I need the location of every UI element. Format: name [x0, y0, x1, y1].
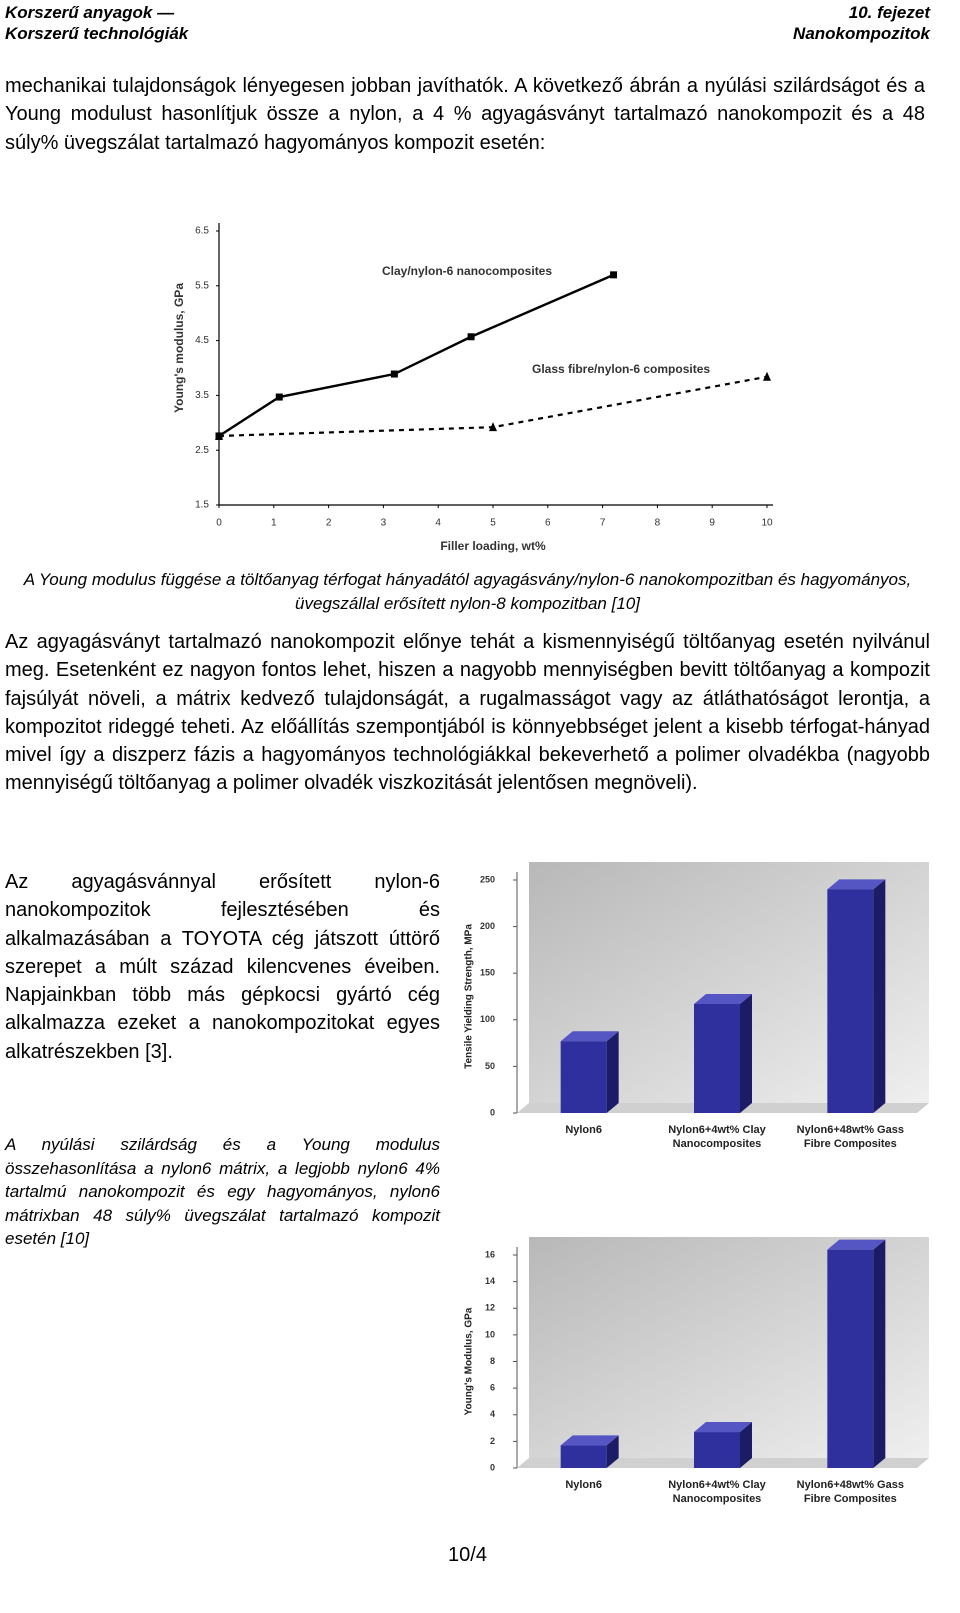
header-text: Nanokompozitok — [793, 24, 930, 43]
bar-side — [873, 1239, 886, 1468]
x-tick-label: 2 — [326, 518, 332, 529]
y-tick-label: 50 — [485, 1061, 495, 1071]
x-tick-label: 8 — [655, 518, 661, 529]
x-tick-label: 6 — [545, 518, 551, 529]
chart: 1.5 2.5 3.5 4.5 5.5 6.5 0 1 2 3 4 5 6 7 8 9 10 Filler loa… — [172, 223, 773, 553]
marker — [763, 371, 771, 381]
caption: A Young modulus függése a töltőanyag tér… — [23, 570, 912, 613]
bar — [560, 1445, 607, 1468]
series-line — [218, 273, 615, 437]
bar-top — [560, 1031, 619, 1042]
marker — [390, 370, 398, 378]
figure: 0 2 4 6 8 10 12 14 16 Young's Modulus, GPa Nylon6 N… — [455, 1212, 930, 1512]
marker — [489, 422, 497, 432]
bar-top — [694, 993, 752, 1004]
x-tick-label: 4 — [435, 518, 441, 529]
bar — [694, 1432, 740, 1468]
marker — [610, 271, 618, 279]
y-tick-label: 2 — [490, 1436, 495, 1446]
y-tick-label: 3.5 — [195, 390, 209, 401]
bar-side — [740, 1422, 752, 1468]
y-tick-label: 250 — [480, 874, 495, 884]
marker — [467, 333, 475, 341]
bar-side — [740, 993, 752, 1113]
header-text: Korszerű anyagok — — [5, 3, 175, 22]
x-tick-label: 3 — [381, 518, 387, 529]
marker — [275, 393, 283, 401]
y-tick-label: 14 — [485, 1276, 495, 1286]
y-tick-label: 6 — [490, 1383, 495, 1393]
x-tick-label: 10 — [761, 518, 773, 529]
x-tick-label: Nylon6+4wt% Clay Nanocomposites — [668, 1479, 766, 1505]
x-tick-label: 0 — [216, 518, 222, 529]
bar-side — [606, 1435, 619, 1468]
paragraph: Az agyagásvánnyal erősített nylon-6 nano… — [5, 871, 440, 1063]
bar-top — [827, 879, 886, 890]
y-tick-label: 8 — [490, 1356, 495, 1366]
marker — [215, 430, 223, 440]
bar-side — [606, 1031, 619, 1113]
y-axis-label: Young's modulus, GPa — [172, 283, 186, 413]
x-tick-label: 5 — [490, 518, 496, 529]
figure: 1.5 2.5 3.5 4.5 5.5 6.5 0 1 2 3 4 5 6 7 8 9 10 Filler loa… — [170, 200, 780, 560]
bar-top — [694, 1422, 752, 1433]
bar-top — [827, 1239, 886, 1250]
y-tick-label: 0 — [490, 1107, 495, 1117]
bar-top — [560, 1435, 619, 1446]
x-tick-label: Nylon6 — [565, 1479, 602, 1491]
x-tick-label: 7 — [600, 518, 606, 529]
y-tick-label: 150 — [480, 968, 495, 978]
chart: 0 50 100 150 200 250 Tensile Yielding Strength… — [464, 862, 929, 1117]
header-text: Korszerű technológiák — [5, 24, 189, 43]
y-tick-label: 12 — [485, 1303, 495, 1313]
y-tick-label: 4 — [490, 1409, 495, 1419]
x-tick-label: 1 — [271, 518, 277, 529]
chart: 0 2 4 6 8 10 12 14 16 Young's Modulus, GPa — [464, 1237, 929, 1472]
x-tick-label: 9 — [709, 518, 715, 529]
bar-side — [873, 879, 886, 1113]
bar — [560, 1041, 607, 1113]
x-tick-label: Nylon6+48wt% Gass Fibre Composites — [796, 1479, 904, 1505]
y-tick-label: 200 — [480, 921, 495, 931]
header-right: 10. fejezet Nanokompozitok — [793, 2, 930, 44]
header-text: 10. fejezet — [848, 3, 930, 22]
figure: 0 50 100 150 200 250 Tensile Yielding Strength… — [455, 860, 930, 1165]
x-axis-label: Filler loading, wt% — [440, 539, 546, 553]
bar — [827, 1249, 874, 1468]
bar — [827, 889, 874, 1113]
paragraph: mechanikai tulajdonságok lényegesen jobb… — [5, 75, 925, 154]
series-label: Clay/nylon-6 nanocomposites — [382, 264, 552, 278]
y-tick-label: 1.5 — [195, 500, 209, 511]
bar — [694, 1003, 740, 1113]
paragraph: Az agyagásványt tartalmazó nanokompozit … — [5, 631, 930, 795]
header-left: Korszerű anyagok — Korszerű technológiák — [5, 2, 188, 44]
series-label: Glass fibre/nylon-6 composites — [532, 362, 710, 376]
caption: A nyúlási szilárdság és a Young modulus … — [5, 1135, 440, 1248]
y-tick-label: 4.5 — [195, 335, 209, 346]
y-axis-label: Tensile Yielding Strength, MPa — [464, 924, 475, 1069]
y-tick-label: 0 — [490, 1462, 495, 1472]
y-tick-label: 6.5 — [195, 226, 209, 237]
x-tick-label: Nylon6+48wt% Gass Fibre Composites — [796, 1124, 904, 1150]
y-tick-label: 10 — [485, 1329, 495, 1339]
y-axis-label: Young's Modulus, GPa — [464, 1307, 475, 1415]
y-tick-label: 2.5 — [195, 445, 209, 456]
y-tick-label: 5.5 — [195, 280, 209, 291]
x-tick-label: Nylon6+4wt% Clay Nanocomposites — [668, 1124, 766, 1150]
page-number: 10/4 — [448, 1544, 487, 1566]
y-tick-label: 100 — [480, 1014, 495, 1024]
y-tick-label: 16 — [485, 1249, 495, 1259]
x-tick-label: Nylon6 — [565, 1124, 602, 1136]
